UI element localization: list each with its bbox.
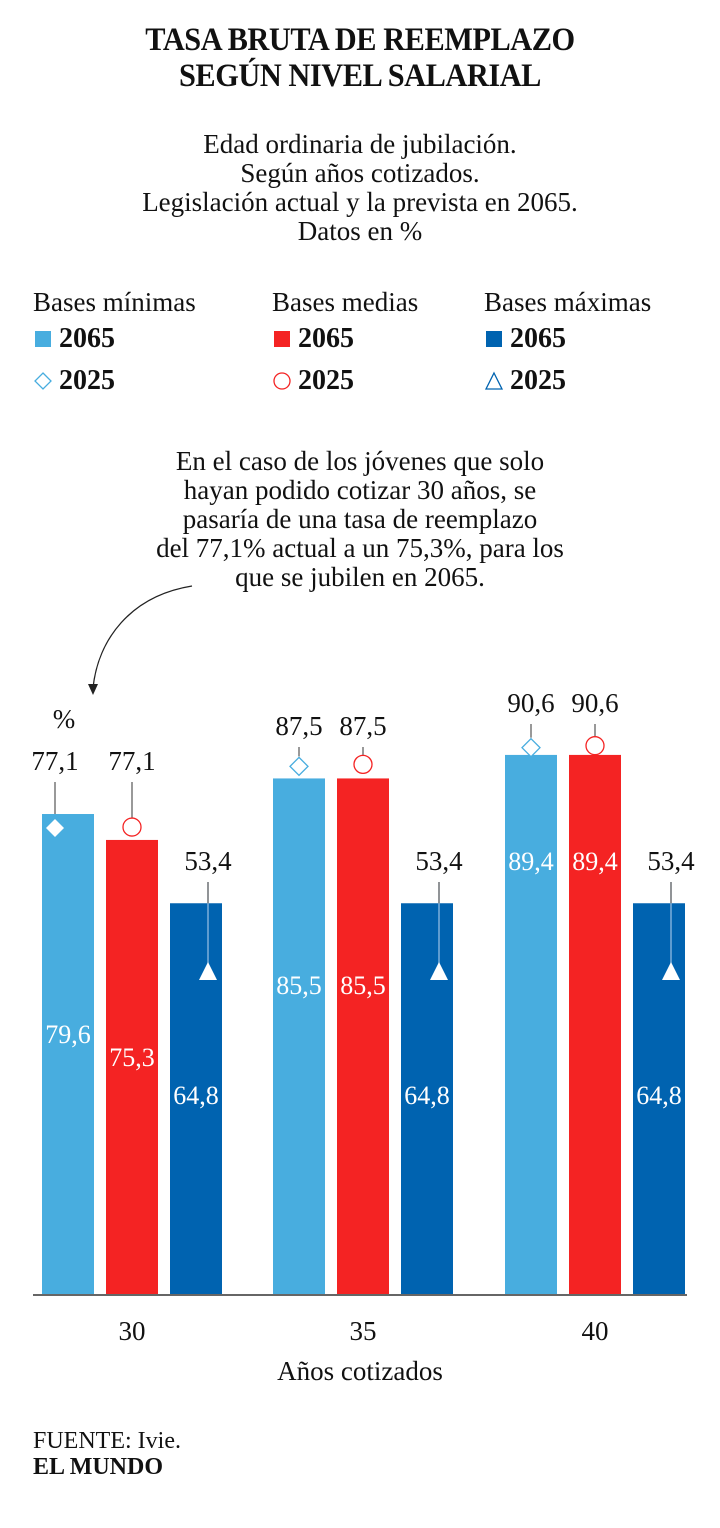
- circle-icon: [585, 736, 605, 756]
- annotation-line: hayan podido cotizar 30 años, se: [183, 475, 537, 505]
- subtitle-line: Según años cotizados.: [240, 158, 480, 188]
- bar-value-label: 64,8: [404, 1081, 450, 1110]
- x-tick-label: 35: [350, 1316, 377, 1346]
- annotation-line: En el caso de los jóvenes que solo: [175, 446, 545, 476]
- legend-group-label: Bases máximas: [484, 287, 652, 317]
- x-tick-label: 30: [119, 1316, 146, 1346]
- legend-group-minimas: Bases mínimas 2065 2025: [33, 286, 196, 402]
- circle-icon: [353, 754, 373, 775]
- square-icon: [274, 331, 290, 347]
- source-credit: FUENTE: Ivie.: [33, 1428, 181, 1454]
- triangle-icon: [199, 961, 217, 980]
- bar-maximas-35: [401, 903, 453, 1294]
- legend-item-bar: 2065: [484, 318, 651, 360]
- arrow-head-icon: [88, 684, 98, 695]
- annotation-line: que se jubilen en 2065.: [235, 562, 485, 592]
- bar-medias-35: [337, 778, 389, 1294]
- legend-item-label: 2025: [510, 365, 566, 396]
- legend-item-label: 2065: [510, 323, 566, 354]
- annotation-line: pasaría de una tasa de reemplazo: [182, 504, 538, 534]
- bar-value-label: 64,8: [636, 1081, 682, 1110]
- legend: Bases mínimas 2065 2025 Bases medias 206…: [0, 286, 720, 406]
- circle-icon: [273, 372, 291, 390]
- bar-value-label: 85,5: [276, 971, 322, 1000]
- diamond-icon: [289, 756, 309, 777]
- annotation-line: del 77,1% actual a un 75,3%, para los: [156, 533, 564, 563]
- legend-item-marker: 2025: [484, 360, 651, 402]
- marker-value-label: 77,1: [108, 746, 155, 776]
- bar-value-label: 89,4: [508, 847, 554, 876]
- unit-label: %: [53, 704, 76, 734]
- legend-group-label: Bases mínimas: [33, 287, 196, 317]
- circle-icon: [122, 817, 142, 837]
- annotation-arrow: [92, 585, 193, 689]
- legend-group-maximas: Bases máximas 2065 2025: [484, 286, 651, 402]
- title-line: TASA BRUTA DE REEMPLAZO: [145, 22, 575, 58]
- marker-value-label: 53,4: [647, 846, 695, 876]
- marker-value-label: 90,6: [571, 688, 618, 718]
- triangle-icon: [662, 961, 680, 980]
- square-icon: [486, 331, 502, 347]
- subtitle-line: Datos en %: [297, 216, 423, 246]
- chart-title: TASA BRUTA DE REEMPLAZO SEGÚN NIVEL SALA…: [29, 22, 691, 94]
- bar-value-label: 89,4: [572, 847, 618, 876]
- legend-group-label: Bases medias: [272, 287, 419, 317]
- triangle-icon: [484, 371, 504, 390]
- bar-maximas-30: [170, 903, 222, 1294]
- bar-minimas-40: [505, 754, 557, 1294]
- x-axis-title: Años cotizados: [277, 1356, 443, 1386]
- bar-minimas-35: [273, 778, 325, 1294]
- legend-item-label: 2025: [59, 365, 115, 396]
- diamond-icon: [521, 737, 541, 758]
- square-icon: [35, 331, 51, 347]
- legend-item-bar: 2065: [33, 318, 196, 360]
- bar-value-label: 85,5: [340, 971, 386, 1000]
- triangle-icon: [430, 961, 448, 980]
- marker-value-label: 90,6: [507, 688, 554, 718]
- chart-subtitle: Edad ordinaria de jubilación. Según años…: [0, 130, 720, 246]
- bar-medias-40: [569, 754, 621, 1294]
- legend-group-medias: Bases medias 2065 2025: [272, 286, 418, 402]
- title-line: SEGÚN NIVEL SALARIAL: [179, 58, 541, 94]
- bar-value-label: 79,6: [45, 1020, 91, 1049]
- legend-item-label: 2025: [298, 365, 354, 396]
- marker-value-label: 87,5: [275, 711, 322, 741]
- x-tick-label: 40: [582, 1316, 609, 1346]
- legend-item-label: 2065: [298, 323, 354, 354]
- brand-logo-text: EL MUNDO: [33, 1454, 164, 1480]
- annotation: En el caso de los jóvenes que solo hayan…: [0, 447, 720, 592]
- bar-minimas-30: [42, 814, 94, 1294]
- legend-item-bar: 2065: [272, 318, 418, 360]
- legend-item-label: 2065: [59, 323, 115, 354]
- diamond-icon: [34, 372, 52, 390]
- bar-medias-30: [106, 839, 158, 1294]
- marker-value-label: 87,5: [339, 711, 386, 741]
- diamond-icon: [46, 819, 64, 838]
- marker-value-label: 53,4: [415, 846, 463, 876]
- legend-item-marker: 2025: [272, 360, 418, 402]
- subtitle-line: Legislación actual y la prevista en 2065…: [142, 187, 578, 217]
- subtitle-line: Edad ordinaria de jubilación.: [203, 129, 517, 159]
- bar-value-label: 75,3: [109, 1043, 155, 1072]
- marker-value-label: 53,4: [184, 846, 232, 876]
- marker-value-label: 77,1: [31, 746, 78, 776]
- bar-value-label: 64,8: [173, 1081, 219, 1110]
- legend-item-marker: 2025: [33, 360, 196, 402]
- bar-maximas-40: [633, 903, 685, 1294]
